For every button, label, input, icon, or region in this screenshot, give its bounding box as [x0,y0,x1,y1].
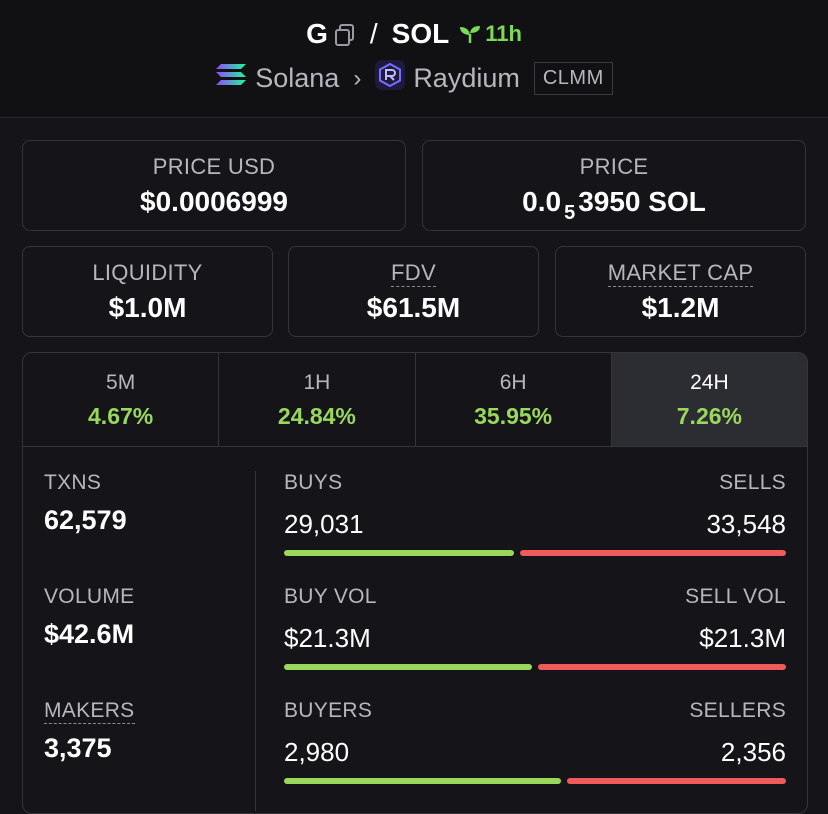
txns-metric: TXNS 62,579 [44,471,254,585]
makers-value: 3,375 [44,733,112,763]
price-usd-label: PRICE USD [152,154,276,179]
price-prefix: 0.0 [522,186,562,217]
buyers-value: 2,980 [284,737,350,767]
buys-bar [284,550,514,556]
buy-sell-volume-row: BUY VOL SELL VOL $21.3M $21.3M [284,585,786,699]
price-usd-value: $0.0006999 [140,186,288,217]
copy-icon[interactable] [334,22,356,46]
price-label: PRICE [579,154,649,179]
raydium-logo-icon [375,60,406,97]
buyers-label: BUYERS [284,699,373,722]
buyers-bar [284,778,561,784]
sell-vol-label: SELL VOL [685,585,786,608]
breadcrumb: Solana › Raydium CLMM [0,60,828,97]
pair-age-text: 11h [485,21,522,46]
timeframe-tabs: 5M 4.67% 1H 24.84% 6H 35.95% 24H 7.26% [23,353,807,447]
tab-change: 7.26% [676,403,742,429]
tab-change: 24.84% [277,403,356,429]
seedling-icon [460,26,481,43]
pair-separator: / [369,18,378,49]
liquidity-card: LIQUIDITY $1.0M [22,246,273,337]
liquidity-label: LIQUIDITY [92,260,203,285]
buyers-sellers-row: BUYERS SELLERS 2,980 2,356 [284,699,786,813]
dex-link[interactable]: Raydium [413,63,520,93]
volume-label: VOLUME [44,585,135,608]
buys-value: 29,031 [284,509,364,539]
buy-vol-bar [284,664,532,670]
fdv-value: $61.5M [366,292,461,323]
txns-label: TXNS [44,471,102,494]
market-cap-card: MARKET CAP $1.2M [555,246,806,337]
price-card: PRICE 0.0 5 3950 SOL [422,140,806,231]
tab-change: 4.67% [88,403,154,429]
tab-24h[interactable]: 24H 7.26% [611,353,807,446]
tab-5m[interactable]: 5M 4.67% [23,353,220,446]
tab-6h[interactable]: 6H 35.95% [416,353,612,446]
market-cap-label[interactable]: MARKET CAP [607,260,754,287]
sellers-bar [567,778,786,784]
tab-change: 35.95% [474,403,553,429]
pair-title: G / SOL 11h [0,18,828,50]
price-usd-card: PRICE USD $0.0006999 [22,140,406,231]
chevron-right-icon: › [353,64,362,92]
volume-value: $42.6M [44,619,135,649]
chain-link[interactable]: Solana [255,63,340,93]
sells-label: SELLS [719,471,786,494]
price-zero-count: 5 [564,202,576,224]
tab-label: 1H [303,371,331,394]
fdv-label[interactable]: FDV [391,260,436,287]
tab-label: 6H [499,371,527,394]
summary-metrics: TXNS 62,579 VOLUME $42.6M MAKERS 3,375 [44,471,254,813]
sellers-label: SELLERS [689,699,786,722]
sell-vol-bar [538,664,786,670]
buy-vol-label: BUY VOL [284,585,377,608]
liquidity-value: $1.0M [108,292,187,323]
solana-logo-icon [215,62,247,95]
fdv-card: FDV $61.5M [288,246,539,337]
buy-sell-breakdown: BUYS SELLS 29,031 33,548 BUY VOL SELL VO… [284,471,786,813]
tab-1h[interactable]: 1H 24.84% [219,353,416,446]
column-divider [255,471,256,811]
buys-label: BUYS [284,471,343,494]
txns-value: 62,579 [44,505,127,535]
buys-sells-row: BUYS SELLS 29,031 33,548 [284,471,786,585]
sells-value: 33,548 [706,509,786,539]
pair-header: G / SOL 11h Solana › Raydium CLMM [0,0,828,118]
tab-label: 5M [106,371,136,394]
buy-vol-value: $21.3M [284,623,371,653]
pool-type-badge: CLMM [533,62,613,95]
sell-vol-value: $21.3M [699,623,786,653]
sellers-value: 2,356 [720,737,786,767]
market-cap-value: $1.2M [641,292,720,323]
price-rest: 3950 SOL [578,186,706,217]
price-value: 0.0 5 3950 SOL [423,186,805,224]
pair-age: 11h [459,21,522,47]
volume-metric: VOLUME $42.6M [44,585,254,699]
makers-label[interactable]: MAKERS [44,699,135,724]
stats-panel: 5M 4.67% 1H 24.84% 6H 35.95% 24H 7.26% T… [22,352,808,814]
token-symbol: G [306,18,328,49]
tab-label: 24H [690,371,729,394]
sells-bar [520,550,786,556]
makers-metric: MAKERS 3,375 [44,699,254,813]
quote-symbol: SOL [391,18,450,49]
